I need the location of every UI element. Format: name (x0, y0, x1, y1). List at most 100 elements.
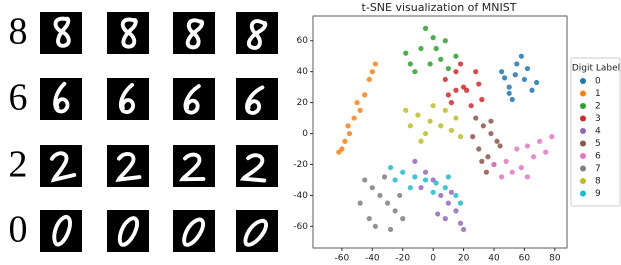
point (449, 100, 454, 105)
point (531, 154, 536, 159)
point (403, 108, 408, 113)
point (438, 57, 443, 62)
point (435, 211, 440, 216)
point (485, 154, 490, 159)
legend-label: 4 (595, 127, 601, 137)
point (499, 69, 504, 74)
point (453, 193, 458, 198)
point (358, 201, 363, 206)
point (449, 190, 454, 195)
point (434, 180, 439, 185)
x-tick-label: 40 (488, 254, 500, 264)
y-tick-label: -40 (293, 191, 308, 201)
point (408, 123, 413, 128)
x-tick-label: 60 (519, 254, 531, 264)
x-tick-label: -40 (365, 254, 380, 264)
point (431, 103, 436, 108)
point (415, 112, 420, 117)
point (522, 77, 527, 82)
point (400, 170, 405, 175)
point (367, 77, 372, 82)
point (476, 81, 481, 86)
point (373, 61, 378, 66)
point (438, 123, 443, 128)
legend-marker (580, 128, 586, 134)
point (382, 174, 387, 179)
point (537, 139, 542, 144)
point (507, 91, 512, 96)
point (513, 72, 518, 77)
x-tick-label: -60 (335, 254, 350, 264)
row-label: 8 (9, 11, 28, 53)
point (488, 131, 493, 136)
point (339, 146, 344, 151)
point (446, 201, 451, 206)
point (431, 190, 436, 195)
point (446, 92, 451, 97)
point (499, 174, 504, 179)
point (461, 85, 466, 90)
point (362, 177, 367, 182)
point (428, 119, 433, 124)
point (458, 134, 463, 139)
point (388, 165, 393, 170)
point (514, 146, 519, 151)
point (453, 115, 458, 120)
point (479, 159, 484, 164)
y-tick-label: 20 (297, 98, 309, 108)
legend-label: 7 (595, 164, 601, 174)
point (525, 66, 530, 71)
legend-title: Digit Label (572, 64, 620, 74)
point (443, 185, 448, 190)
point (453, 208, 458, 213)
point (519, 165, 524, 170)
y-tick-label: -60 (293, 222, 308, 232)
point (443, 216, 448, 221)
digit-image (236, 78, 278, 120)
point (525, 174, 530, 179)
point (502, 75, 507, 80)
legend-label: 1 (595, 89, 601, 99)
point (438, 193, 443, 198)
legend-marker (580, 153, 586, 159)
point (453, 69, 458, 74)
point (458, 221, 463, 226)
legend-label: 5 (595, 139, 601, 149)
y-tick-label: 0 (302, 129, 308, 139)
point (388, 227, 393, 232)
point (458, 201, 463, 206)
point (403, 51, 408, 56)
point (373, 224, 378, 229)
point (519, 54, 524, 59)
point (481, 123, 486, 128)
point (446, 66, 451, 71)
point (418, 46, 423, 51)
point (443, 38, 448, 43)
legend-marker (580, 78, 586, 84)
chart-title: t-SNE visualization of MNIST (362, 1, 517, 14)
point (449, 128, 454, 133)
y-tick-label: -20 (293, 160, 308, 170)
point (484, 170, 489, 175)
point (461, 227, 466, 232)
point (491, 162, 496, 167)
point (408, 185, 413, 190)
point (423, 131, 428, 136)
row-label: 2 (9, 144, 28, 186)
point (408, 61, 413, 66)
point (453, 54, 458, 59)
legend-label: 3 (595, 114, 601, 124)
legend-marker (580, 178, 586, 184)
point (393, 208, 398, 213)
point (469, 103, 474, 108)
point (473, 69, 478, 74)
point (534, 80, 539, 85)
point (543, 150, 548, 155)
point (479, 97, 484, 102)
point (529, 88, 534, 93)
point (345, 123, 350, 128)
point (418, 139, 423, 144)
point (443, 77, 448, 82)
point (504, 159, 509, 164)
